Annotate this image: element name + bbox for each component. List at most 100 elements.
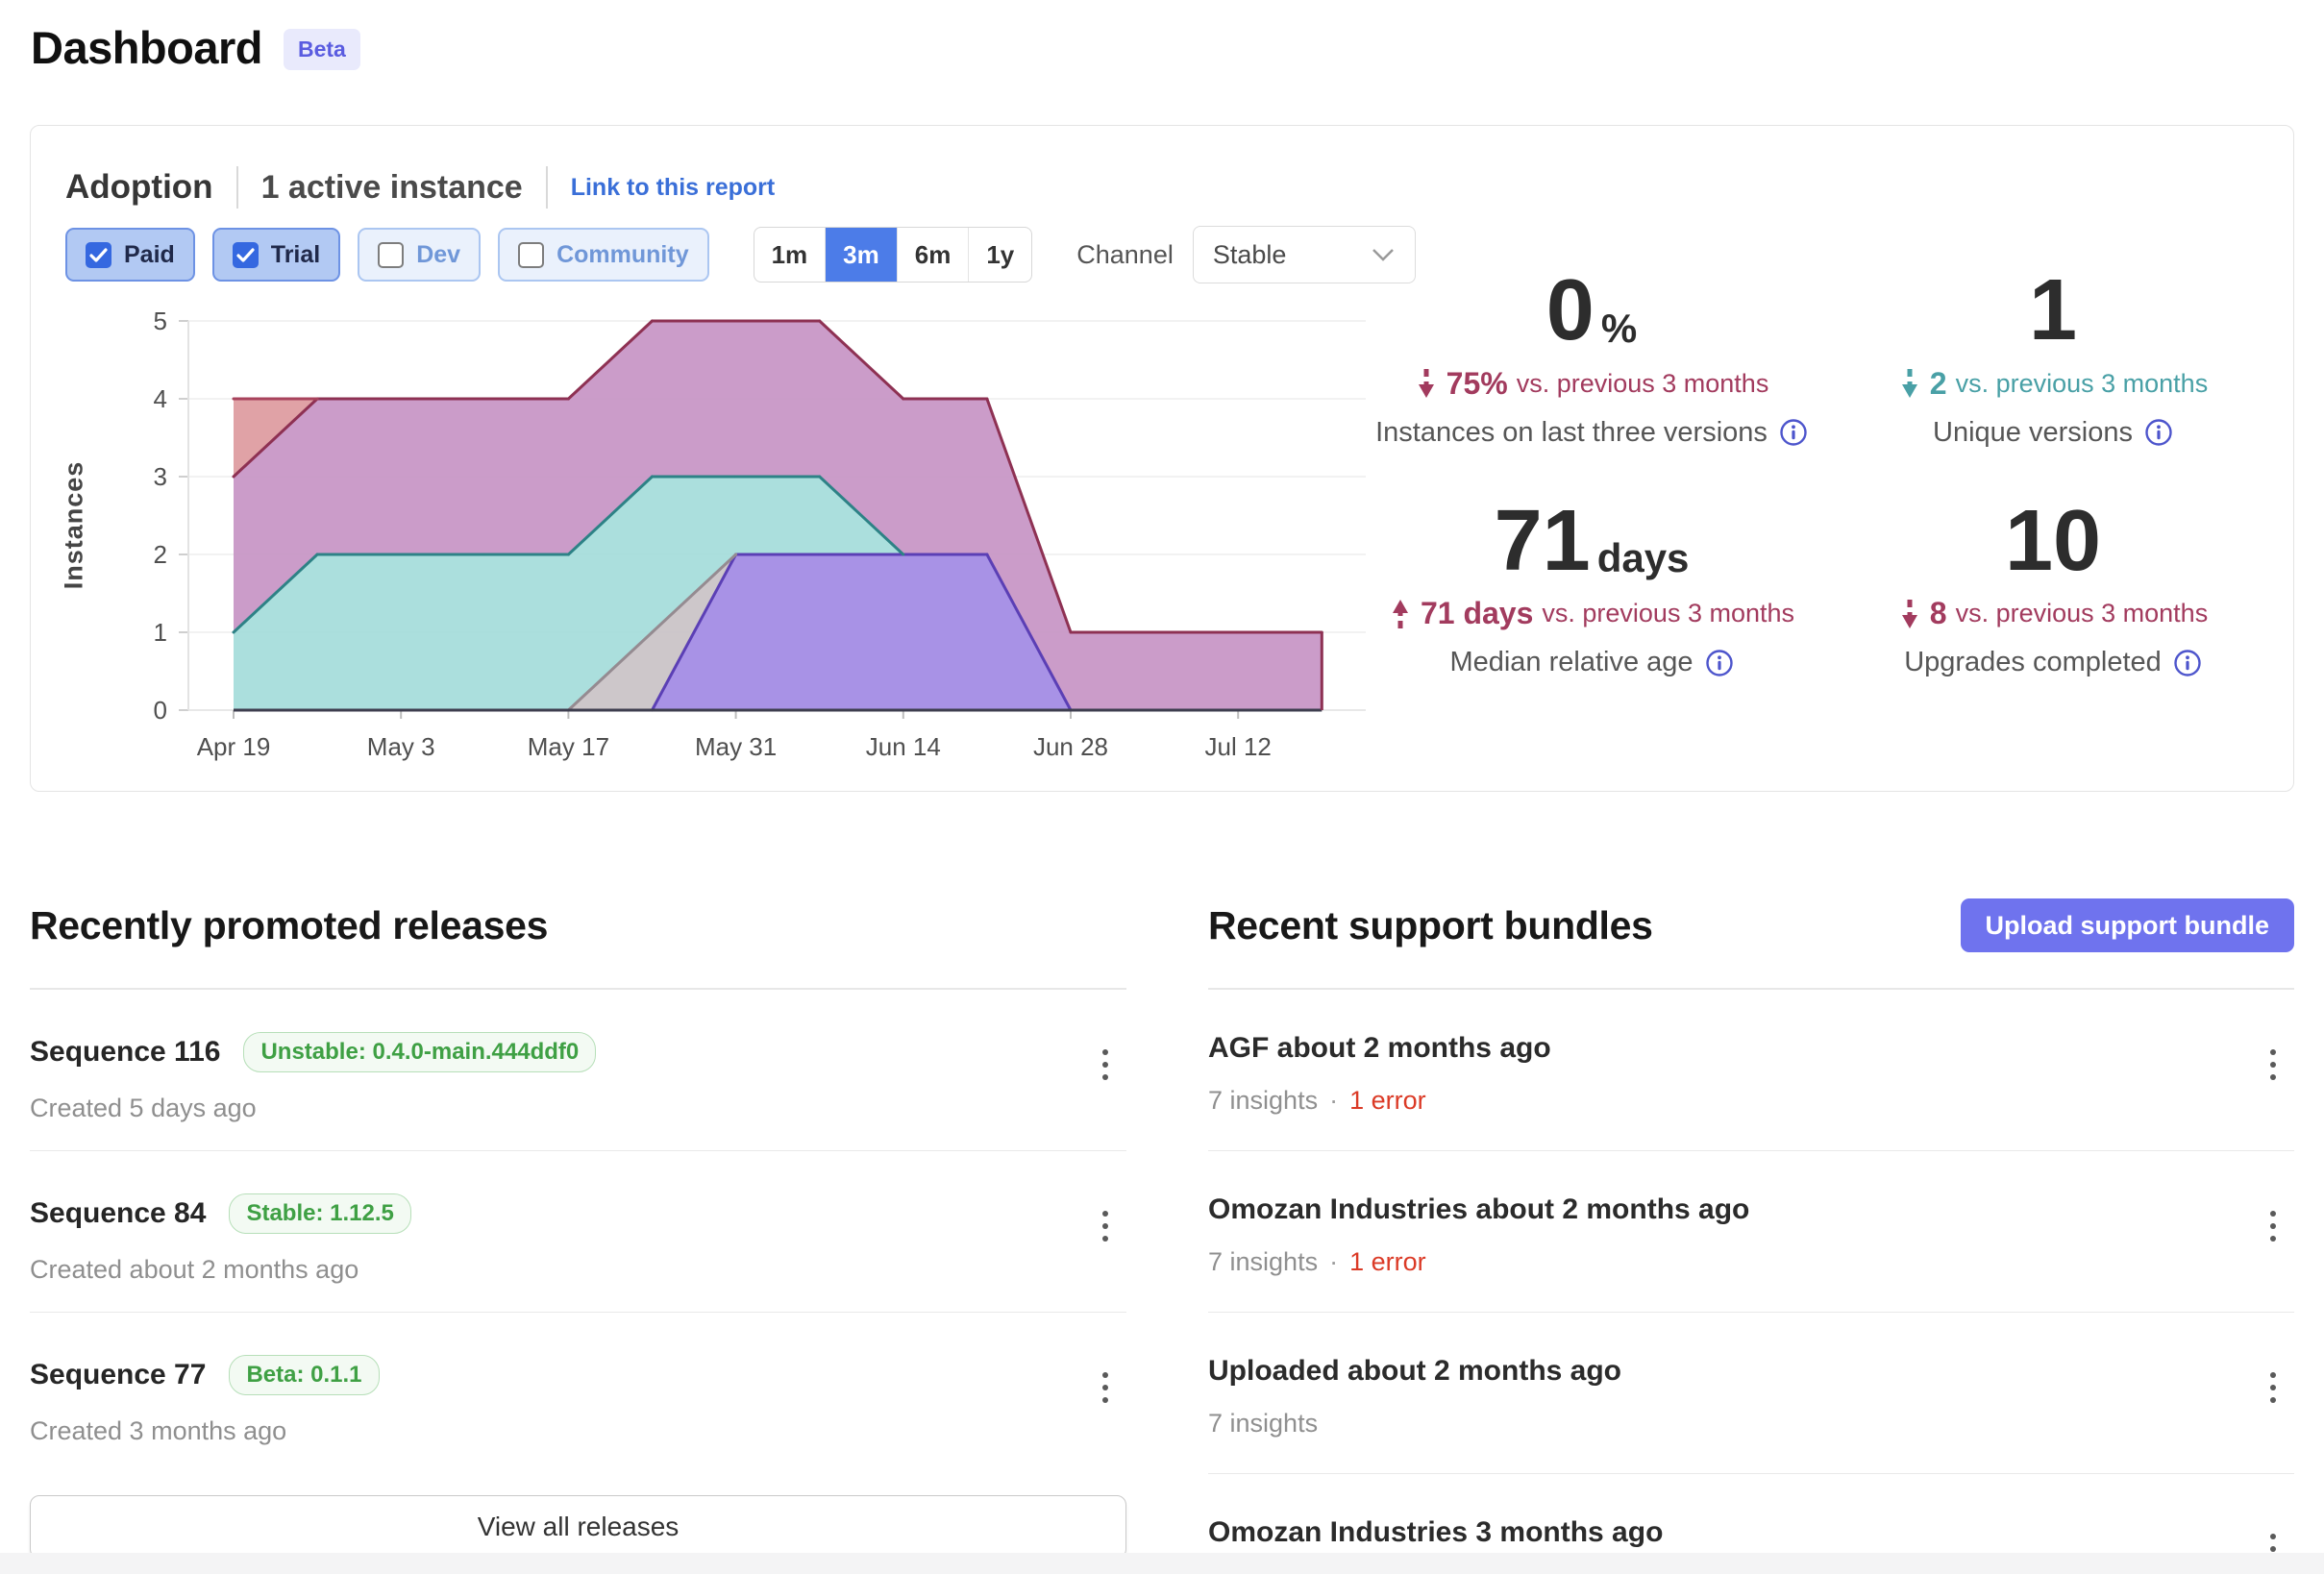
y-axis-label: Instances xyxy=(59,460,88,590)
edge-version-teal xyxy=(566,475,654,556)
filter-chip-label: Paid xyxy=(124,240,175,268)
stat-label: Instances on last three versions xyxy=(1361,417,1822,449)
stat-delta: 75% vs. previous 3 months xyxy=(1361,366,1822,402)
edge-version-teal xyxy=(232,553,319,634)
y-tick-label: 0 xyxy=(154,696,167,725)
trend-up-arrow-icon xyxy=(1389,598,1412,630)
active-instance-count: 1 active instance xyxy=(260,168,523,206)
stat-delta-value: 2 xyxy=(1929,365,1947,401)
beta-badge: Beta xyxy=(284,29,360,70)
edge-version-teal xyxy=(818,475,905,556)
area-version-teal xyxy=(234,477,1323,710)
stat-delta: 2 vs. previous 3 months xyxy=(1822,366,2284,402)
stat-value: 71 xyxy=(1494,492,1591,589)
bundle-row: Omozan Industries about 2 months ago 7 in… xyxy=(1208,1151,2294,1313)
unchecked-checkbox-icon xyxy=(518,241,545,268)
stat-delta-value: 71 days xyxy=(1420,596,1534,630)
info-icon[interactable] xyxy=(1705,649,1734,677)
edge-version-mauve xyxy=(818,319,905,401)
meta-separator-dot: · xyxy=(1329,1246,1339,1276)
release-title: Sequence 116 xyxy=(30,1035,221,1068)
bundle-title: Omozan Industries 3 months ago xyxy=(1208,1515,1664,1548)
filter-chip-community[interactable]: Community xyxy=(498,228,709,282)
stat-delta-suffix: vs. previous 3 months xyxy=(1955,599,2209,627)
page-title: Dashboard xyxy=(31,22,263,73)
range-button-6m[interactable]: 6m xyxy=(898,228,970,282)
release-row-main: Sequence 84 Stable: 1.12.5 Created about 2… xyxy=(30,1193,411,1312)
range-button-1y[interactable]: 1y xyxy=(986,239,1015,269)
stat-delta-suffix: vs. previous 3 months xyxy=(1542,599,1795,627)
x-tick-label: Jul 12 xyxy=(1205,732,1272,761)
x-tick-label: May 31 xyxy=(695,732,777,761)
stat-unit: days xyxy=(1596,535,1690,581)
x-tick-label: Jun 28 xyxy=(1033,732,1108,761)
trend-down-arrow-icon xyxy=(1901,369,1917,398)
filter-chip-paid[interactable]: Paid xyxy=(65,228,195,282)
trend-down-arrow-icon xyxy=(1898,367,1921,400)
area-version-gray xyxy=(234,554,1323,710)
edge-version-violet xyxy=(651,553,738,712)
x-tick-label: May 3 xyxy=(367,732,435,761)
kebab-menu-icon[interactable] xyxy=(2252,1044,2294,1150)
info-icon[interactable] xyxy=(2173,649,2202,677)
stat-delta-suffix: vs. previous 3 months xyxy=(1516,368,1769,398)
trend-down-arrow-icon xyxy=(1415,367,1438,400)
release-title: Sequence 77 xyxy=(30,1358,207,1390)
bundle-row-main: Omozan Industries about 2 months ago 7 in… xyxy=(1208,1193,1749,1312)
filter-chip-dev[interactable]: Dev xyxy=(358,228,482,282)
stat-label: Upgrades completed xyxy=(1822,647,2284,678)
area-version-mauve xyxy=(234,321,1323,710)
stat-value: 1 xyxy=(2028,262,2078,358)
stat-delta-suffix: vs. previous 3 months xyxy=(1955,368,2209,398)
release-title-line: Sequence 116 Unstable: 0.4.0-main.444ddf0 xyxy=(30,1031,597,1072)
channel-label: Channel xyxy=(1076,239,1174,269)
y-tick-label: 1 xyxy=(154,618,167,647)
adoption-title: Adoption xyxy=(65,168,213,206)
channel-select[interactable]: Stable xyxy=(1192,226,1416,283)
kebab-menu-icon[interactable] xyxy=(1084,1044,1126,1150)
y-tick-label: 4 xyxy=(154,384,167,413)
bundle-insights: 7 insights xyxy=(1208,1408,1319,1438)
bundle-row: AGF about 2 months ago 7 insights · 1 error xyxy=(1208,990,2294,1151)
checked-checkbox-icon xyxy=(86,241,111,268)
kebab-menu-icon[interactable] xyxy=(1084,1366,1126,1474)
info-icon[interactable] xyxy=(2144,418,2173,447)
releases-section: Recently promoted releases Sequence 116 U… xyxy=(30,898,1126,1559)
release-channel-badge: Unstable: 0.4.0-main.444ddf0 xyxy=(243,1031,597,1072)
stat-value-line: 71 days xyxy=(1361,492,1822,589)
bundle-title: AGF about 2 months ago xyxy=(1208,1031,1551,1064)
filter-chip-label: Dev xyxy=(416,240,461,268)
range-button-1m[interactable]: 1m xyxy=(754,228,827,282)
edge-version-gray xyxy=(566,630,654,712)
bottom-section-edge xyxy=(0,1553,2324,1574)
range-button-3m[interactable]: 3m xyxy=(826,228,898,282)
kebab-menu-icon[interactable] xyxy=(1084,1205,1126,1312)
upload-support-bundle-button[interactable]: Upload support bundle xyxy=(1960,898,2294,952)
y-tick-label: 2 xyxy=(154,540,167,569)
stat-value: 0 xyxy=(1545,262,1595,358)
stat-label-text: Median relative age xyxy=(1449,647,1694,677)
kebab-menu-icon[interactable] xyxy=(2252,1366,2294,1473)
stat-median-relative-age: 71 days 71 days vs. previous 3 months Median… xyxy=(1361,492,1822,679)
adoption-stats: 0% 75% vs. previous 3 months Instances on l… xyxy=(1361,262,2284,679)
x-tick-label: Jun 14 xyxy=(866,732,941,761)
bundle-error-count: 1 error xyxy=(1349,1246,1426,1276)
filter-chip-trial[interactable]: Trial xyxy=(211,228,341,282)
filter-chip-label: Community xyxy=(556,240,689,268)
release-title-line: Sequence 77 Beta: 0.1.1 xyxy=(30,1354,380,1395)
bundles-section: Recent support bundles Upload support bu… xyxy=(1208,898,2294,1574)
link-to-report[interactable]: Link to this report xyxy=(570,173,776,201)
view-all-releases-button[interactable]: View all releases xyxy=(30,1494,1126,1559)
bundle-insights: 7 insights xyxy=(1208,1246,1319,1276)
info-icon[interactable] xyxy=(1779,418,1808,447)
stat-delta-value: 8 xyxy=(1929,596,1947,630)
time-range-toggle: 1m 3m 6m 1y xyxy=(753,227,1033,283)
release-list: Sequence 116 Unstable: 0.4.0-main.444ddf0… xyxy=(30,990,1126,1474)
release-row-main: Sequence 77 Beta: 0.1.1 Created 3 months a… xyxy=(30,1354,380,1474)
bundle-insights: 7 insights xyxy=(1208,1085,1319,1115)
kebab-menu-icon[interactable] xyxy=(2252,1205,2294,1312)
edge-version-violet xyxy=(985,553,1073,712)
bundle-row: Uploaded about 2 months ago 7 insights xyxy=(1208,1313,2294,1474)
header-divider xyxy=(545,166,548,209)
bundle-title: Uploaded about 2 months ago xyxy=(1208,1354,1622,1387)
